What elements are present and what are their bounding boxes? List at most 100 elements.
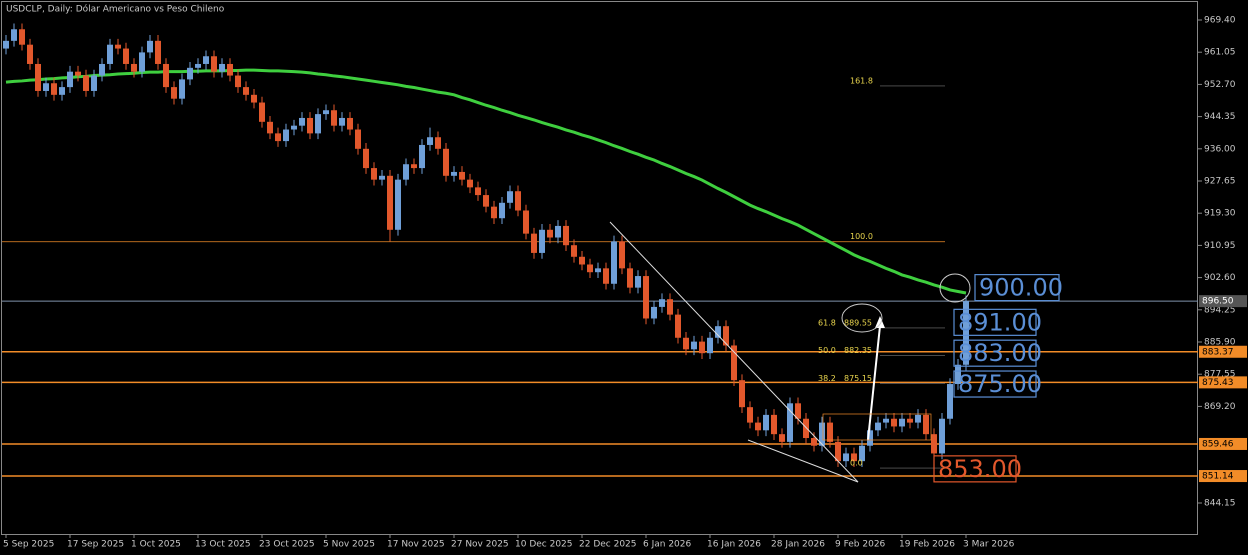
candle-body [619, 241, 625, 269]
candle-body [211, 56, 217, 72]
candle-body [307, 117, 313, 134]
candle-body [963, 301, 969, 365]
x-tick-label: 10 Dec 2025 [515, 540, 573, 550]
candle-body [547, 229, 553, 238]
x-tick-label: 13 Oct 2025 [195, 540, 251, 550]
candle-body [419, 144, 425, 169]
arrow [867, 325, 881, 441]
candle-body [723, 326, 729, 346]
candle-body [867, 430, 873, 446]
candle-body [835, 441, 841, 462]
y-tick-label: 844.15 [1204, 498, 1236, 508]
candle-body [355, 129, 361, 149]
candle-body [643, 276, 649, 319]
x-tick-label: 5 Nov 2025 [323, 540, 375, 550]
candle-body [195, 63, 201, 68]
candle-body [771, 414, 777, 435]
trend-line [609, 221, 859, 483]
candle-body [827, 422, 833, 442]
candle-body [283, 129, 289, 142]
candle-body [435, 137, 441, 149]
candle-body [331, 110, 337, 126]
x-tick-label: 27 Nov 2025 [451, 540, 509, 550]
candle-body [67, 71, 73, 88]
candle-body [203, 56, 209, 64]
candle-body [603, 268, 609, 284]
candle-body [579, 256, 585, 265]
target-box [953, 308, 1037, 336]
target-label: 853.00 [938, 455, 1022, 483]
x-tick-label: 1 Oct 2025 [131, 540, 181, 550]
x-tick-label: 23 Oct 2025 [259, 540, 315, 550]
candle-body [539, 229, 545, 253]
fib-price: 875.15 [844, 374, 872, 383]
candle-body [891, 418, 897, 427]
y-tick-label: 885.90 [1204, 338, 1236, 348]
candle-body [803, 418, 809, 439]
candle-body [243, 87, 249, 95]
y-tick-label: 877.55 [1204, 370, 1236, 380]
candle-body [19, 29, 25, 45]
x-tick-label: 17 Nov 2025 [387, 540, 445, 550]
candle-body [491, 206, 497, 219]
plot-area [2, 23, 1198, 477]
candle-body [403, 164, 409, 180]
candle-body [299, 117, 305, 126]
candle-body [699, 341, 705, 354]
price-label-box [1199, 295, 1247, 308]
candle-body [339, 117, 345, 126]
candle-body [27, 44, 33, 64]
plot-frame [1, 1, 1198, 535]
candle-body [107, 44, 113, 64]
candle-body [267, 121, 273, 134]
candle-body [387, 175, 393, 230]
candle-body [123, 48, 129, 64]
candle-body [227, 63, 233, 76]
fib-price: 889.55 [844, 318, 872, 327]
candle-body [131, 63, 137, 72]
candle-body [811, 438, 817, 446]
candle-body [179, 79, 185, 99]
candle-body [523, 210, 529, 234]
candle-body [667, 299, 673, 315]
y-tick-label: 919.30 [1204, 209, 1236, 219]
candle-body [139, 52, 145, 72]
fib-label: 61.8 [818, 318, 836, 327]
candle-body [883, 418, 889, 423]
x-tick-label: 6 Jan 2026 [643, 540, 691, 550]
candle-body [787, 403, 793, 442]
trend-line [747, 439, 859, 483]
x-tick-label: 22 Dec 2025 [579, 540, 637, 550]
candle-body [171, 87, 177, 99]
x-tick-label: 28 Jan 2026 [771, 540, 825, 550]
candle-body [859, 445, 865, 462]
price-label-box [1199, 345, 1247, 358]
candle-body [507, 191, 513, 203]
target-label: 883.00 [958, 339, 1042, 367]
target-box [953, 370, 1037, 398]
fib-label: 161.8 [850, 76, 873, 85]
x-tick-label: 3 Mar 2026 [963, 540, 1015, 550]
x-tick-label: 16 Jan 2026 [707, 540, 761, 550]
candle-body [747, 407, 753, 423]
candle-body [843, 453, 849, 462]
candle-body [75, 71, 81, 76]
candle-body [395, 179, 401, 230]
candle-body [315, 114, 321, 134]
candle-body [563, 225, 569, 246]
y-tick-label: 969.40 [1204, 16, 1236, 26]
candle-body [323, 110, 329, 115]
candle-body [347, 117, 353, 130]
y-tick-label: 927.65 [1204, 177, 1236, 187]
candle-body [219, 63, 225, 72]
candle-body [595, 268, 601, 273]
y-tick-label: 952.70 [1204, 80, 1236, 90]
candle-body [955, 364, 961, 385]
candle-body [635, 276, 641, 288]
candle-body [411, 164, 417, 169]
candle-body [51, 83, 57, 95]
price-label-box [1199, 437, 1247, 450]
candle-body [259, 102, 265, 122]
